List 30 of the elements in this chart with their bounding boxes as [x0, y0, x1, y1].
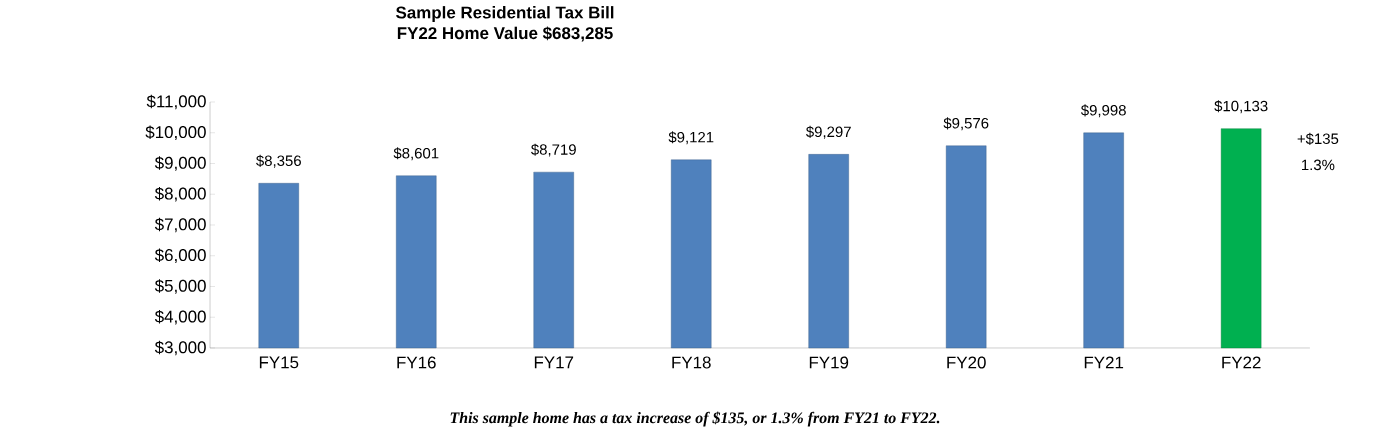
annotation: +$135 [1297, 132, 1339, 145]
data-label: $8,719 [531, 143, 576, 157]
chart-subtitle: FY22 Home Value $683,285 [397, 26, 613, 42]
data-label: $10,133 [1214, 100, 1268, 114]
data-label: $9,576 [943, 117, 989, 131]
data-label: $9,998 [1080, 104, 1126, 118]
x-tick-label: FY16 [397, 356, 436, 369]
y-tick-label: $9,000 [154, 156, 206, 171]
x-tick-label: FY22 [1222, 356, 1261, 369]
chart-title: Sample Residential Tax Bill [396, 6, 614, 22]
text: This sample home has a tax increase of $135, or 1.3% from FY21 to FY22. [450, 411, 940, 427]
annotation: 1.3% [1302, 159, 1335, 171]
y-tick-label: $6,000 [154, 248, 206, 264]
x-tick-label: FY19 [809, 356, 849, 369]
y-tick-label: $4,000 [154, 309, 206, 325]
y-tick-label: $5,000 [154, 279, 206, 294]
data-label: $8,356 [256, 154, 301, 168]
x-tick-label: FY17 [534, 356, 574, 369]
y-tick-label: $8,000 [154, 186, 206, 202]
data-label: $9,297 [806, 125, 851, 139]
x-tick-label: FY20 [947, 356, 986, 369]
data-label: $9,121 [668, 131, 714, 145]
y-tick-label: $10,000 [145, 125, 206, 141]
y-tick-label: $7,000 [154, 217, 206, 233]
x-tick-label: FY15 [259, 356, 299, 369]
data-label: $8,601 [393, 147, 439, 161]
y-tick-label: $11,000 [146, 94, 206, 110]
x-tick-label: FY21 [1084, 356, 1124, 369]
x-tick-label: FY18 [672, 356, 711, 369]
y-tick-label: $3,000 [154, 340, 206, 356]
